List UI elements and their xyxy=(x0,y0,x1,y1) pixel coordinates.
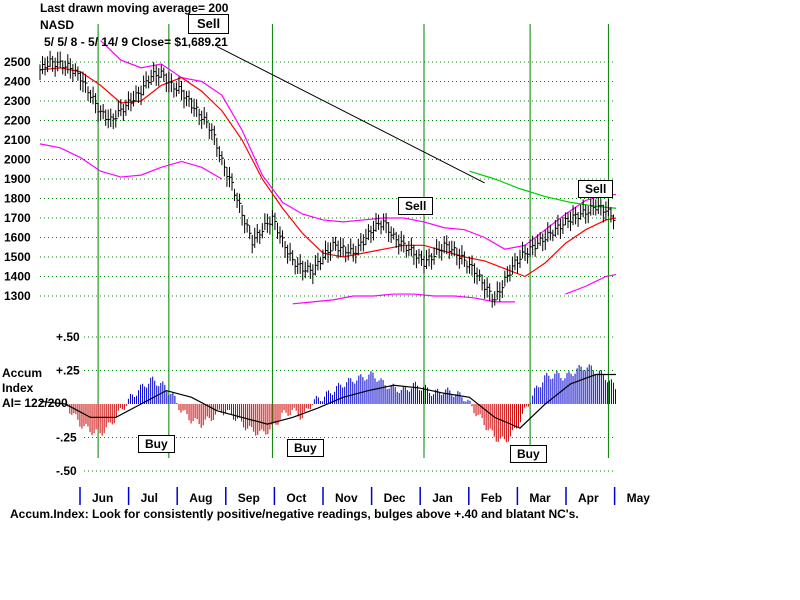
accum-tick-label: +.25 xyxy=(56,364,80,378)
chart-title-line2: NASD xyxy=(40,18,75,32)
accum-tick-label: -.50 xyxy=(56,464,77,478)
month-label: Jun xyxy=(92,491,113,505)
month-label: Mar xyxy=(529,491,551,505)
price-tick-label: 2500 xyxy=(4,55,31,69)
lower-band-line xyxy=(565,273,617,295)
accum-title: Accum xyxy=(2,366,43,380)
accum-caption: Accum.Index: Look for consistently posit… xyxy=(10,507,579,521)
signal-buy-2: Buy xyxy=(287,439,324,457)
month-label: Dec xyxy=(384,491,406,505)
chart-title-line1: Last drawn moving average= 200 xyxy=(40,1,229,15)
trendline xyxy=(216,45,485,184)
accum-value: AI= 122/200 xyxy=(2,396,68,410)
month-label: Aug xyxy=(189,491,212,505)
month-label: Feb xyxy=(481,491,502,505)
accum-tick-label: +.50 xyxy=(56,330,80,344)
accum-moving-average-line xyxy=(39,373,616,429)
price-tick-label: 2300 xyxy=(4,94,31,108)
signal-sell-3: Sell xyxy=(578,180,614,198)
price-tick-label: 1600 xyxy=(4,231,31,245)
upper-band-line xyxy=(100,40,616,250)
lower-band-line xyxy=(292,293,515,305)
month-label: Oct xyxy=(286,491,306,505)
accum-subtitle: Index xyxy=(2,381,34,395)
signal-buy-1: Buy xyxy=(138,435,175,453)
price-tick-label: 1800 xyxy=(4,192,31,206)
month-label: Jul xyxy=(141,491,158,505)
month-label: Apr xyxy=(578,491,599,505)
lower-band-line xyxy=(39,143,223,180)
price-tick-label: 2400 xyxy=(4,75,31,89)
month-label: Nov xyxy=(335,491,358,505)
price-tick-label: 2000 xyxy=(4,153,31,167)
accum-tick-label: -.25 xyxy=(56,431,77,445)
signal-sell-2: Sell xyxy=(398,197,434,215)
price-tick-label: 1400 xyxy=(4,270,31,284)
chart-date-range: 5/ 5/ 8 - 5/ 14/ 9 Close= $1,689.21 xyxy=(44,35,228,49)
price-tick-label: 1300 xyxy=(4,289,31,303)
price-tick-label: 1900 xyxy=(4,172,31,186)
moving-average-line xyxy=(39,67,617,278)
month-label: Sep xyxy=(238,491,260,505)
month-label: Jan xyxy=(432,491,453,505)
price-tick-label: 2200 xyxy=(4,114,31,128)
signal-sell-1: Sell xyxy=(188,14,230,34)
price-tick-label: 1700 xyxy=(4,211,31,225)
signal-buy-3: Buy xyxy=(510,445,547,463)
price-tick-label: 2100 xyxy=(4,133,31,147)
price-tick-label: 1500 xyxy=(4,250,31,264)
month-label: May xyxy=(627,491,651,505)
